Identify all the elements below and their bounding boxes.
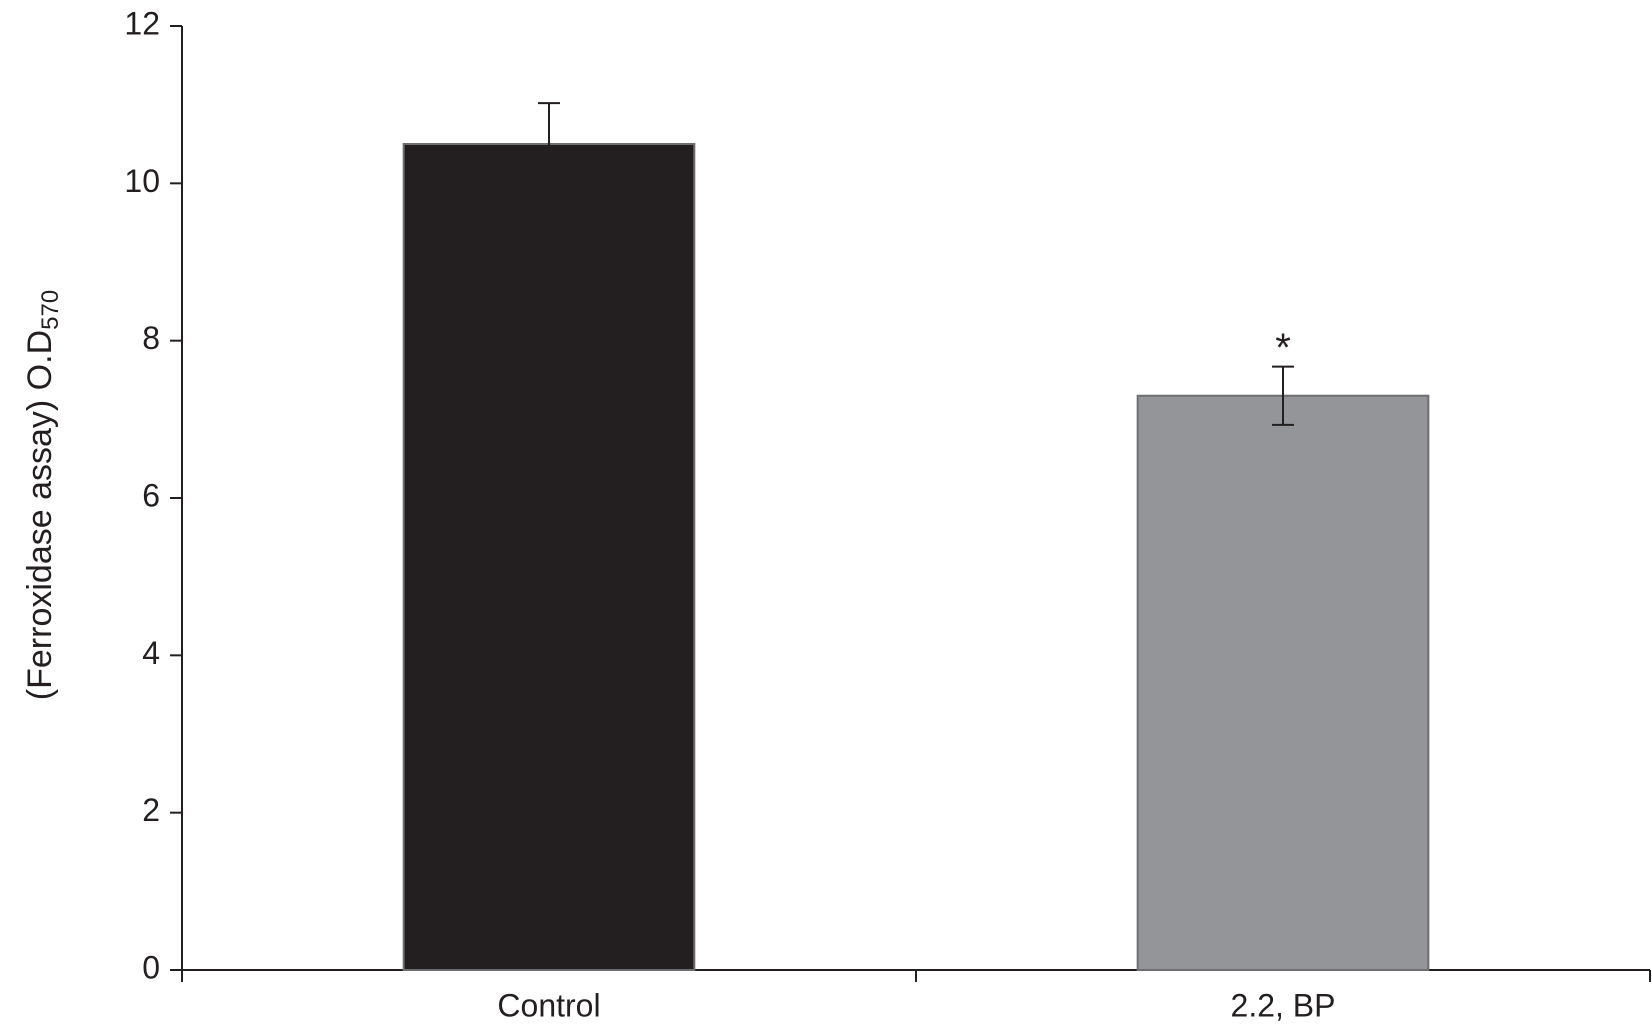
x-tick-label: Control (497, 987, 600, 1023)
error-bar (538, 102, 560, 186)
y-axis-label-subscript: 570 (37, 290, 64, 330)
bar (1136, 394, 1430, 971)
y-tick-label: 10 (124, 163, 160, 199)
y-axis-label: (Ferroxidase assay) O.D570 (21, 290, 64, 700)
y-tick-label: 8 (142, 320, 160, 356)
x-tick-label: 2.2, BP (1231, 987, 1336, 1023)
y-axis-label-main: (Ferroxidase assay) O.D (21, 330, 59, 700)
y-tick-label: 2 (142, 792, 160, 828)
y-tick-label: 6 (142, 477, 160, 513)
y-tick-label: 4 (142, 635, 160, 671)
bar (402, 143, 696, 971)
annotation: * (1275, 326, 1291, 370)
y-tick-label: 12 (124, 5, 160, 41)
y-tick-label: 0 (142, 949, 160, 985)
error-bar (1272, 365, 1294, 426)
